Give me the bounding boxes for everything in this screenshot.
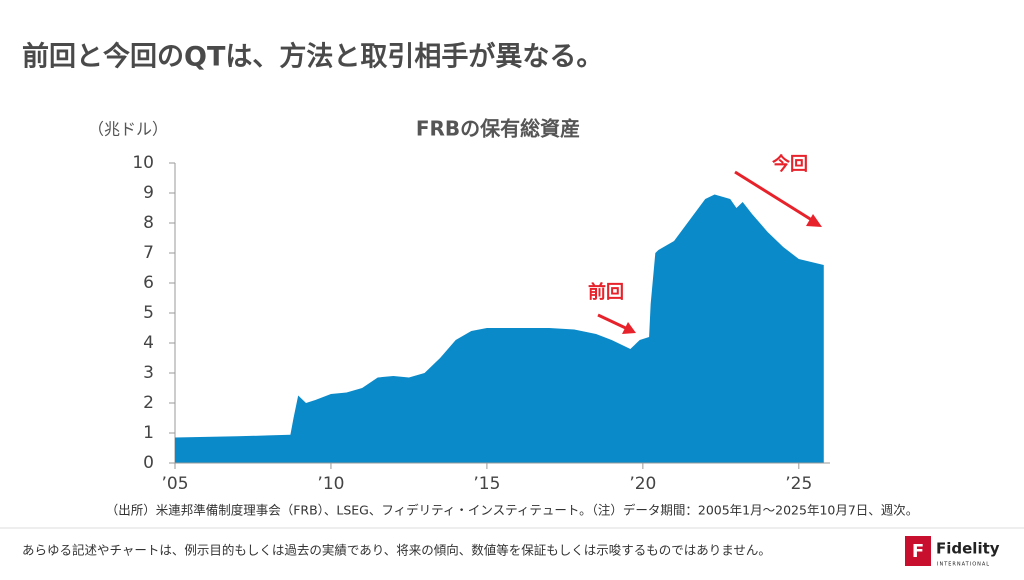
x-tick-label: ’15 [473,474,500,494]
annotation: 今回 [772,153,808,175]
logo-letter: F [912,541,924,562]
arrow-head [622,322,636,334]
arrow [734,170,816,224]
y-tick-label: 5 [143,303,154,323]
source-note: （出所）米連邦準備制度理事会（FRB）、LSEG、フィデリティ・インスティテュー… [106,503,919,518]
y-tick-label: 3 [143,363,154,383]
chart-title: FRBの保有総資産 [416,117,580,141]
y-tick-label: 10 [132,153,154,173]
logo: Fidelity [936,540,1000,558]
x-tick-label: ’10 [317,474,344,494]
y-tick-label: 6 [143,273,154,293]
logo-sub: INTERNATIONAL [937,562,990,568]
x-tick-label: ’25 [785,474,812,494]
plot: 0 1 2 3 4 5 6 7 8 9 10 ’05 ’10 ’15 ’20 ’25 前回 今回 [132,153,830,494]
x-tick-label: ’20 [629,474,656,494]
annotation: 前回 [588,281,624,303]
y-tick-label: 1 [143,423,154,443]
area [175,194,824,463]
slide-title: 前回と今回のQTは、方法と取引相手が異なる。 [22,41,603,73]
disclaimer: あらゆる記述やチャートは、例示目的もしくは過去の実績であり、将来の傾向、数値等を… [22,543,771,558]
y-tick-label: 4 [143,333,154,353]
y-tick-label: 7 [143,243,154,263]
y-tick-label: 0 [143,453,154,473]
y-tick-label: 2 [143,393,154,413]
logo-mark [905,536,931,566]
x-tick-label: ’05 [161,474,188,494]
y-tick-label: 8 [143,213,154,233]
arrow-head [806,214,822,227]
y-axis-label: （兆ドル） [88,120,168,139]
y-tick-label: 9 [143,183,154,203]
